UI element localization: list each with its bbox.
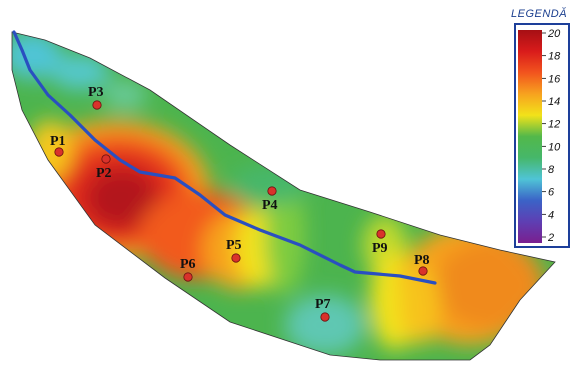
point-p2[interactable]: P2	[96, 154, 112, 181]
legend-ticks: 20 18 16 14 12 10 8 6 4 2	[542, 28, 561, 244]
point-p3[interactable]: P3	[88, 85, 104, 110]
point-label: P8	[414, 253, 430, 268]
legend-tick-label: 14	[548, 96, 560, 108]
point-label: P6	[180, 257, 196, 272]
legend-tick-label: 10	[548, 141, 561, 153]
point-label: P5	[226, 238, 242, 253]
river-line	[12, 30, 437, 285]
point-label: P2	[96, 166, 112, 181]
sample-points: P1 P2 P3 P4 P5 P6 P7 P8	[50, 85, 430, 322]
region-outline	[11, 31, 556, 361]
legend-color-bar	[518, 30, 542, 243]
legend-tick-label: 16	[548, 73, 561, 85]
point-p9[interactable]: P9	[372, 229, 388, 256]
point-p7[interactable]: P7	[315, 297, 331, 322]
legend-tick-label: 12	[548, 119, 560, 131]
point-label: P4	[262, 198, 278, 213]
point-label: P3	[88, 85, 104, 100]
point-p5[interactable]: P5	[226, 238, 242, 263]
legend: LEGENDĂ 20 18 16 14 12 10 8 6 4 2	[511, 7, 570, 248]
point-label: P1	[50, 134, 66, 149]
point-p4[interactable]: P4	[262, 186, 278, 213]
point-p8[interactable]: P8	[414, 253, 430, 276]
legend-tick-label: 2	[547, 232, 554, 244]
point-p6[interactable]: P6	[180, 257, 196, 282]
point-label: P9	[372, 241, 388, 256]
legend-tick-label: 8	[548, 164, 555, 176]
legend-tick-label: 20	[547, 28, 561, 40]
legend-title: LEGENDĂ	[511, 7, 567, 20]
legend-tick-label: 4	[548, 209, 554, 221]
point-label: P7	[315, 297, 331, 312]
legend-tick-label: 6	[548, 187, 555, 199]
legend-tick-label: 18	[548, 51, 561, 63]
point-p1[interactable]: P1	[50, 134, 66, 157]
